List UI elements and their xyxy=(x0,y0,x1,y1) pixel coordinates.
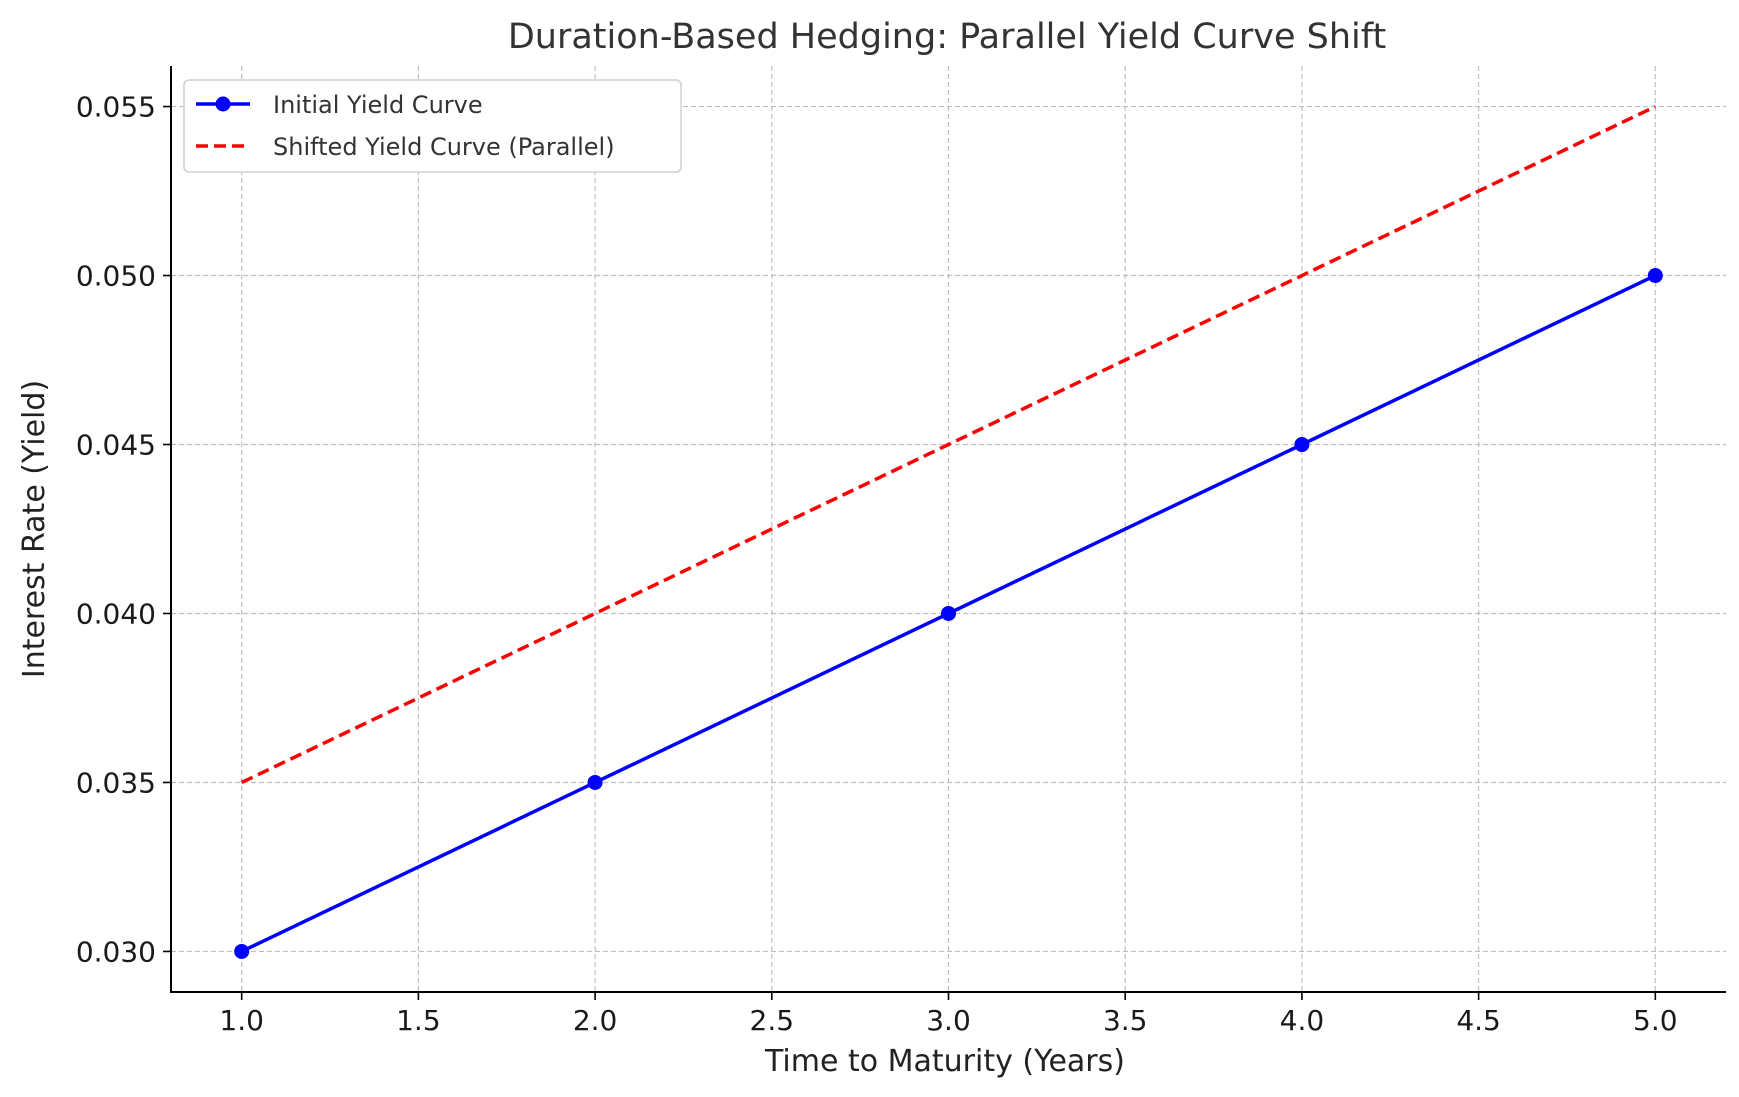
y-tick-label: 0.035 xyxy=(76,766,156,799)
y-tick-label: 0.030 xyxy=(76,935,156,968)
y-axis-title: Interest Rate (Yield) xyxy=(17,380,52,678)
x-tick-label: 1.5 xyxy=(396,1004,441,1037)
y-tick-label: 0.055 xyxy=(76,91,156,124)
legend-frame xyxy=(183,79,682,173)
data-point-initial xyxy=(234,943,250,959)
data-point-initial xyxy=(941,605,956,621)
y-tick-label: 0.040 xyxy=(76,597,156,630)
legend-label-shifted: Shifted Yield Curve (Parallel) xyxy=(273,133,615,161)
x-tick-label: 2.0 xyxy=(573,1004,618,1037)
x-tick-label: 3.5 xyxy=(1103,1004,1148,1037)
data-point-initial xyxy=(587,774,603,790)
y-tick-label: 0.045 xyxy=(76,429,156,462)
series xyxy=(234,104,1663,959)
y-axis-ticks: 0.030 0.035 0.040 0.045 0.050 0.055 xyxy=(76,91,171,968)
x-tick-label: 2.5 xyxy=(750,1004,795,1037)
x-axis-title: Time to Maturity (Years) xyxy=(764,1044,1125,1079)
x-tick-label: 4.5 xyxy=(1456,1004,1501,1037)
legend-label-initial: Initial Yield Curve xyxy=(273,91,483,119)
x-tick-label: 3.0 xyxy=(926,1004,971,1037)
x-tick-label: 4.0 xyxy=(1280,1004,1325,1037)
legend: Initial Yield Curve Shifted Yield Curve … xyxy=(183,79,682,173)
y-tick-label: 0.050 xyxy=(76,260,156,293)
x-axis-ticks: 1.0 1.5 2.0 2.5 3.0 3.5 4.0 4.5 5.0 xyxy=(219,992,1678,1037)
legend-entry-shifted: Shifted Yield Curve (Parallel) xyxy=(196,133,615,161)
series-line-shifted xyxy=(240,104,1657,785)
x-tick-label: 1.0 xyxy=(219,1004,264,1037)
data-point-initial xyxy=(1647,268,1663,284)
chart-title: Duration-Based Hedging: Parallel Yield C… xyxy=(508,17,1386,57)
legend-entry-initial: Initial Yield Curve xyxy=(196,91,483,119)
legend-swatch-initial-marker xyxy=(215,96,231,112)
data-point-initial xyxy=(1294,437,1310,453)
x-tick-label: 5.0 xyxy=(1633,1004,1678,1037)
grid xyxy=(171,66,1726,992)
